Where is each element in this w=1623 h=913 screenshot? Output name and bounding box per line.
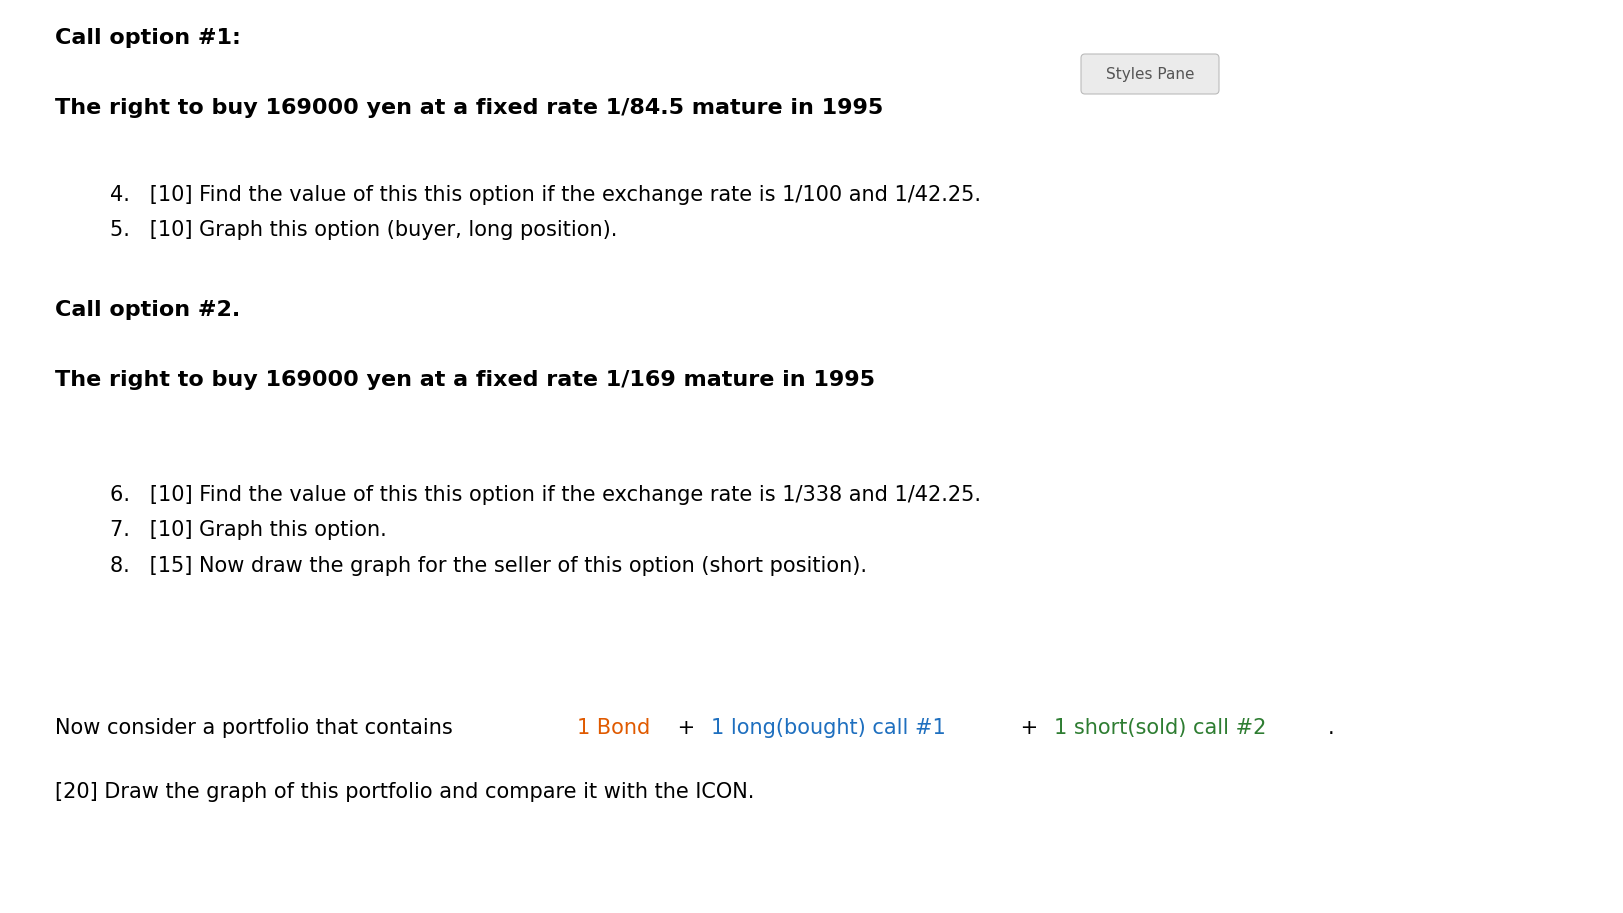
Text: Call option #1:: Call option #1: (55, 28, 240, 48)
Text: The right to buy 169000 yen at a fixed rate 1/169 mature in 1995: The right to buy 169000 yen at a fixed r… (55, 370, 875, 390)
Text: 1 short(sold) call #2: 1 short(sold) call #2 (1053, 718, 1266, 738)
Text: 5.   [10] Graph this option (buyer, long position).: 5. [10] Graph this option (buyer, long p… (110, 220, 617, 240)
Text: Now consider a portfolio that contains: Now consider a portfolio that contains (55, 718, 459, 738)
Text: 4.   [10] Find the value of this this option if the exchange rate is 1/100 and 1: 4. [10] Find the value of this this opti… (110, 185, 980, 205)
Text: 6.   [10] Find the value of this this option if the exchange rate is 1/338 and 1: 6. [10] Find the value of this this opti… (110, 485, 980, 505)
Text: Styles Pane: Styles Pane (1105, 67, 1193, 81)
Text: +: + (1013, 718, 1044, 738)
Text: .: . (1328, 718, 1334, 738)
Text: The right to buy 169000 yen at a fixed rate 1/84.5 mature in 1995: The right to buy 169000 yen at a fixed r… (55, 98, 883, 118)
Text: 7.   [10] Graph this option.: 7. [10] Graph this option. (110, 520, 386, 540)
Text: 1 long(bought) call #1: 1 long(bought) call #1 (711, 718, 945, 738)
Text: Call option #2.: Call option #2. (55, 300, 240, 320)
Text: +: + (670, 718, 701, 738)
Text: [20] Draw the graph of this portfolio and compare it with the ICON.: [20] Draw the graph of this portfolio an… (55, 782, 755, 802)
Text: 1 Bond: 1 Bond (576, 718, 649, 738)
Text: 8.   [15] Now draw the graph for the seller of this option (short position).: 8. [15] Now draw the graph for the selle… (110, 556, 867, 576)
FancyBboxPatch shape (1081, 54, 1219, 94)
